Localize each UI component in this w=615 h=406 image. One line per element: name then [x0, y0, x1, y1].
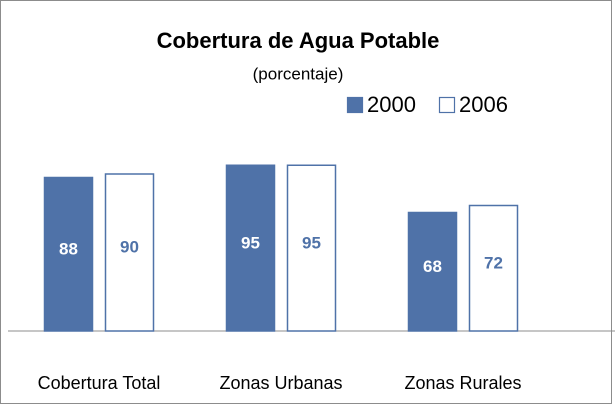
data-label: 68: [423, 257, 442, 276]
x-tick-label: Zonas Rurales: [404, 373, 521, 393]
bar: [407, 211, 458, 332]
bar: [468, 204, 519, 332]
data-label: 95: [241, 233, 260, 252]
bar: [104, 173, 155, 332]
bar: [43, 176, 94, 332]
data-label: 95: [302, 233, 321, 252]
bar: [225, 164, 276, 332]
data-label: 88: [59, 239, 78, 258]
legend-label: 2006: [459, 92, 508, 117]
x-tick-label: Zonas Urbanas: [219, 373, 342, 393]
x-tick-label: Cobertura Total: [38, 373, 161, 393]
bar: [286, 164, 337, 332]
chart-subtitle: (porcentaje): [253, 64, 344, 83]
legend-swatch: [346, 96, 364, 114]
data-label: 90: [120, 238, 139, 257]
data-label: 72: [484, 253, 503, 272]
legend-label: 2000: [367, 92, 416, 117]
legend-swatch: [438, 96, 456, 114]
chart-title: Cobertura de Agua Potable: [157, 28, 440, 53]
